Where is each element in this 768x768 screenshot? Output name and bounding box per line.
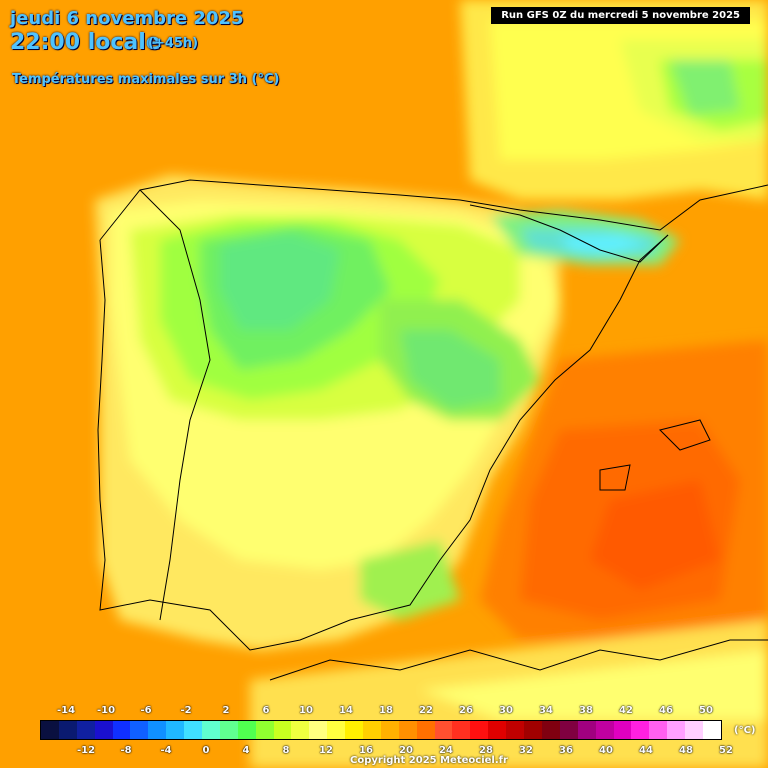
color-swatch: [631, 721, 650, 739]
scale-label-bottom: -4: [160, 745, 172, 756]
color-swatch: [41, 721, 59, 739]
scale-label-bottom: 52: [719, 745, 733, 756]
color-swatch: [506, 721, 525, 739]
color-swatch: [184, 721, 203, 739]
color-swatch: [702, 721, 721, 739]
scale-label-bottom: 24: [439, 745, 453, 756]
color-swatch: [309, 721, 328, 739]
color-swatch: [273, 721, 292, 739]
scale-label-top: -14: [56, 705, 76, 716]
scale-label-bottom: -12: [76, 745, 96, 756]
scale-label-bottom: 32: [519, 745, 533, 756]
color-swatch: [219, 721, 238, 739]
scale-label-bottom: 0: [202, 745, 210, 756]
color-scale: [40, 720, 722, 740]
scale-label-bottom: 36: [559, 745, 573, 756]
scale-label-bottom: 20: [399, 745, 413, 756]
scale-label-top: 6: [262, 705, 270, 716]
scale-label-bottom: 16: [359, 745, 373, 756]
scale-label-top: 2: [222, 705, 230, 716]
color-swatch: [380, 721, 399, 739]
color-swatch: [452, 721, 471, 739]
scale-label-bottom: 8: [282, 745, 290, 756]
scale-label-top: 22: [419, 705, 433, 716]
color-swatch: [345, 721, 364, 739]
scale-label-top: 46: [659, 705, 673, 716]
color-swatch: [685, 721, 703, 739]
color-swatch: [166, 721, 185, 739]
color-swatch: [130, 721, 149, 739]
color-swatch: [559, 721, 578, 739]
run-info: Run GFS 0Z du mercredi 5 novembre 2025: [491, 7, 750, 24]
scale-label-top: 18: [379, 705, 393, 716]
color-swatch: [577, 721, 596, 739]
scale-label-top: 38: [579, 705, 593, 716]
scale-label-top: 14: [339, 705, 353, 716]
color-swatch: [202, 721, 220, 739]
color-swatch: [416, 721, 435, 739]
scale-label-top: -10: [96, 705, 116, 716]
scale-label-bottom: 40: [599, 745, 613, 756]
unit-label: (°C): [734, 725, 756, 736]
color-swatch: [595, 721, 614, 739]
color-swatch: [76, 721, 95, 739]
color-swatch: [255, 721, 274, 739]
forecast-time: 22:00 locale: [10, 30, 161, 55]
color-swatch: [541, 721, 560, 739]
scale-label-top: 26: [459, 705, 473, 716]
scale-label-top: 34: [539, 705, 553, 716]
color-swatch: [524, 721, 542, 739]
forecast-date: jeudi 6 novembre 2025: [10, 8, 244, 29]
scale-label-top: -2: [180, 705, 192, 716]
scale-label-bottom: 44: [639, 745, 653, 756]
scale-label-top: 10: [299, 705, 313, 716]
color-swatch: [398, 721, 417, 739]
scale-label-bottom: 12: [319, 745, 333, 756]
color-swatch: [148, 721, 167, 739]
color-swatch: [667, 721, 686, 739]
scale-label-top: 42: [619, 705, 633, 716]
color-swatch: [488, 721, 507, 739]
scale-label-top: 50: [699, 705, 713, 716]
color-swatch: [94, 721, 113, 739]
color-swatch: [434, 721, 453, 739]
forecast-offset: (+45h): [148, 36, 199, 51]
scale-label-bottom: 28: [479, 745, 493, 756]
scale-label-bottom: 4: [242, 745, 250, 756]
scale-label-top: 30: [499, 705, 513, 716]
color-swatch: [613, 721, 632, 739]
color-swatch: [112, 721, 131, 739]
color-swatch: [327, 721, 346, 739]
color-swatch: [291, 721, 310, 739]
scale-label-bottom: 48: [679, 745, 693, 756]
color-swatch: [58, 721, 77, 739]
color-swatch: [237, 721, 256, 739]
copyright: Copyright 2025 Meteociel.fr: [350, 755, 508, 766]
variable-title: Températures maximales sur 3h (°C): [12, 72, 280, 87]
scale-label-top: -6: [140, 705, 152, 716]
color-swatch: [363, 721, 381, 739]
scale-label-bottom: -8: [120, 745, 132, 756]
color-swatch: [649, 721, 668, 739]
color-swatch: [470, 721, 489, 739]
